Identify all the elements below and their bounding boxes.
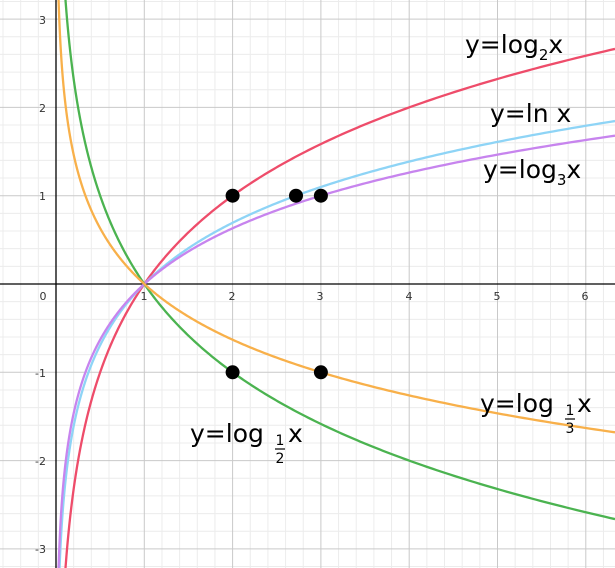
label-log-one-half-prefix: y=log xyxy=(190,419,264,448)
curve-2 xyxy=(57,134,615,568)
marked-points xyxy=(225,188,328,380)
label-log-one-half: y=log 1 2 x xyxy=(190,419,303,467)
data-point xyxy=(225,188,240,203)
x-tick-label: 2 xyxy=(229,290,236,303)
label-log2-base: 2 xyxy=(539,46,549,64)
data-point xyxy=(225,365,240,380)
label-log-one-half-num: 1 xyxy=(276,433,285,449)
label-log2-var: x xyxy=(548,30,563,59)
x-tick-label: 1 xyxy=(141,290,148,303)
curve-4 xyxy=(57,0,615,434)
y-tick-label: -2 xyxy=(35,455,46,468)
label-log3-prefix: y=log xyxy=(483,155,557,184)
x-tick-label: 0 xyxy=(40,290,47,303)
label-log-one-half-var: x xyxy=(288,419,303,448)
curve-1 xyxy=(58,119,615,568)
x-tick-label: 6 xyxy=(582,290,589,303)
label-log2: y=log2x xyxy=(465,30,563,64)
data-point xyxy=(313,365,328,380)
x-tick-label: 5 xyxy=(494,290,501,303)
x-tick-label: 4 xyxy=(406,290,413,303)
label-log-one-third-den: 3 xyxy=(566,421,575,437)
tick-labels: 0 1 2 3 4 5 6 3 2 1 -1 -2 -3 xyxy=(35,14,588,556)
y-tick-label: -1 xyxy=(35,367,46,380)
y-tick-label: 1 xyxy=(39,190,46,203)
curve-labels: y=log2x y=ln x y=log3x y=log 1 3 x y=log… xyxy=(190,30,592,467)
x-tick-label: 3 xyxy=(317,290,324,303)
data-point xyxy=(313,188,328,203)
data-point xyxy=(288,188,303,203)
label-log-one-half-den: 2 xyxy=(276,451,285,467)
curve-3 xyxy=(64,0,615,521)
label-log-one-third: y=log 1 3 x xyxy=(480,389,592,437)
label-log3-var: x xyxy=(566,155,581,184)
label-log3: y=log3x xyxy=(483,155,581,189)
y-tick-label: -3 xyxy=(35,543,46,556)
label-log-one-third-var: x xyxy=(577,389,592,418)
y-tick-label: 3 xyxy=(39,14,46,27)
y-tick-label: 2 xyxy=(39,102,46,115)
curve-0 xyxy=(64,47,615,568)
label-ln: y=ln x xyxy=(490,99,571,128)
label-log3-base: 3 xyxy=(557,171,567,189)
label-log2-prefix: y=log xyxy=(465,30,539,59)
label-log-one-third-num: 1 xyxy=(566,403,575,419)
label-log-one-third-prefix: y=log xyxy=(480,389,554,418)
